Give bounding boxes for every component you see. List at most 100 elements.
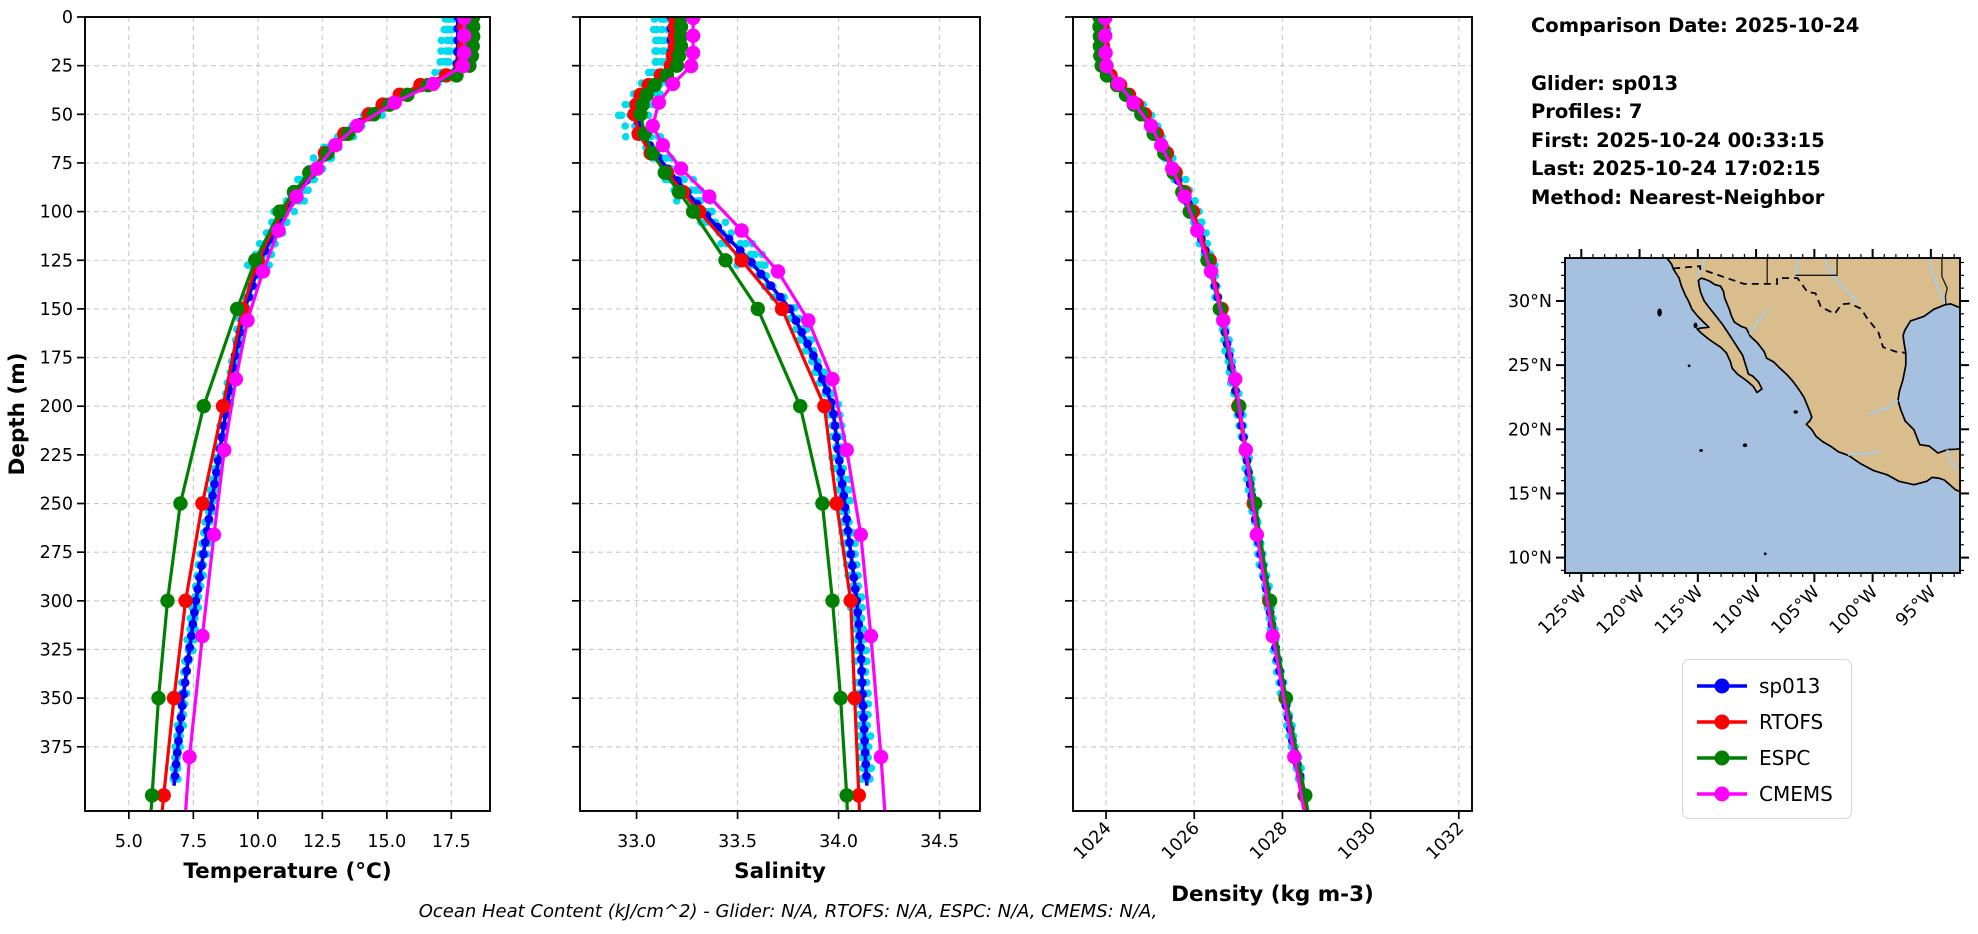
series-marker-RTOFS	[166, 690, 182, 706]
series-marker-sp013	[860, 736, 869, 746]
state-border-line	[1795, 258, 1838, 276]
map-border	[1564, 257, 1961, 574]
series-marker-sp013	[177, 701, 187, 711]
series-marker-sp013	[830, 421, 840, 431]
glider-scatter-point	[431, 68, 439, 77]
series-marker-sp013	[197, 561, 206, 571]
plot-border	[1072, 16, 1473, 812]
legend-line-marker-icon	[1697, 678, 1747, 694]
series-marker-RTOFS	[856, 886, 870, 900]
series-marker-ESPC	[671, 184, 687, 200]
plot-border	[84, 16, 491, 812]
series-marker-sp013	[832, 433, 841, 442]
series-marker-sp013	[735, 246, 745, 255]
river-line	[1822, 258, 1858, 306]
series-marker-sp013	[199, 549, 208, 559]
series-marker-sp013	[200, 538, 210, 547]
glider-scatter-point	[617, 111, 626, 120]
series-marker-ESPC	[647, 77, 662, 93]
x-tick-label: 5.0	[115, 832, 143, 852]
legend: sp013 RTOFS ESPC CMEMS	[1682, 659, 1852, 819]
series-marker-ESPC	[793, 399, 808, 414]
y-axis-label: Depth (m)	[5, 353, 30, 476]
glider-scatter-point	[846, 496, 854, 505]
series-marker-ESPC	[750, 301, 765, 317]
x-tick-label: 12.5	[303, 832, 342, 852]
series-marker-CMEMS	[457, 28, 472, 43]
series-line-sp013	[172, 17, 460, 786]
series-marker-ESPC	[844, 886, 858, 900]
series-marker-sp013	[822, 386, 832, 395]
land-polygon	[1665, 258, 1960, 493]
series-marker-sp013	[857, 666, 867, 676]
x-tick-label: 7.5	[179, 832, 207, 852]
glider-scatter-point	[653, 47, 662, 55]
x-tick-label: 1026	[1158, 818, 1204, 864]
series-marker-sp013	[859, 724, 869, 734]
lon-tick-label: 95°W	[1892, 582, 1940, 630]
series-marker-sp013	[803, 339, 812, 349]
y-tick-label: 300	[40, 592, 73, 612]
glider-scatter-point	[660, 47, 668, 55]
glider-scatter-point	[445, 25, 453, 34]
series-marker-sp013	[837, 479, 847, 489]
island	[1657, 308, 1662, 317]
salinity-profile-plot: 33.0 33.5 34.0 34.5 Salinity	[572, 16, 981, 900]
series-marker-ESPC	[138, 886, 152, 900]
series-marker-CMEMS	[1228, 372, 1243, 387]
series-CMEMS	[645, 17, 889, 811]
series-marker-RTOFS	[147, 886, 161, 900]
series-marker-sp013	[179, 689, 188, 699]
series-marker-ESPC	[669, 58, 685, 73]
glider-scatter	[169, 17, 459, 783]
series-marker-RTOFS	[843, 593, 858, 608]
series-CMEMS	[182, 17, 472, 811]
series-marker-sp013	[191, 596, 201, 606]
series-marker-ESPC	[718, 253, 733, 268]
lon-tick-label: 115°W	[1651, 582, 1707, 638]
series-marker-sp013	[834, 456, 844, 466]
series-marker-CMEMS	[1154, 138, 1169, 153]
series-marker-sp013	[848, 561, 857, 571]
series-marker-CMEMS	[673, 161, 689, 176]
glider-scatter-point	[437, 36, 446, 45]
series-marker-sp013	[817, 374, 827, 384]
series-marker-CMEMS	[1203, 264, 1219, 279]
y-tick-label: 275	[40, 543, 73, 563]
series-marker-sp013	[797, 327, 807, 337]
series-marker-ESPC	[230, 301, 245, 317]
method-text: Method: Nearest-Neighbor	[1531, 185, 1825, 209]
series-marker-CMEMS	[770, 264, 786, 279]
series-marker-sp013	[860, 748, 870, 757]
y-tick-label: 75	[51, 154, 73, 174]
series-marker-ESPC	[685, 204, 701, 219]
series-marker-CMEMS	[655, 138, 670, 153]
series-marker-ESPC	[825, 593, 840, 608]
series-marker-sp013	[791, 316, 801, 325]
series-CMEMS	[1098, 17, 1306, 811]
x-tick-label: 10.0	[238, 832, 277, 852]
series-line-CMEMS	[1103, 18, 1306, 811]
glider-scatter-point	[621, 100, 629, 109]
y-tick-label: 25	[51, 57, 73, 77]
series-marker-CMEMS	[182, 749, 197, 765]
series-marker-CMEMS	[217, 442, 232, 458]
series-marker-CMEMS	[1216, 313, 1231, 328]
glider-scatter-point	[309, 154, 318, 162]
series-marker-ESPC	[272, 204, 287, 219]
x-tick-label: 34.5	[920, 832, 959, 852]
lon-tick-label: 110°W	[1709, 582, 1765, 638]
series-marker-sp013	[859, 713, 868, 722]
series-marker-RTOFS	[817, 399, 832, 414]
series-marker-ESPC	[839, 788, 854, 803]
series-marker-CMEMS	[1098, 17, 1113, 26]
series-marker-sp013	[193, 584, 203, 594]
glider-scatter-point	[447, 36, 455, 45]
series-marker-sp013	[776, 292, 785, 302]
glider-scatter-point	[662, 154, 671, 162]
ticks-and-labels: 5.0 7.5 10.0 12.5 15.0 17.5 0 25 50 75 100 125 150 17…	[40, 8, 471, 852]
glider-scatter-point	[654, 36, 663, 45]
series-marker-sp013	[756, 269, 766, 279]
series-marker-sp013	[213, 456, 223, 466]
